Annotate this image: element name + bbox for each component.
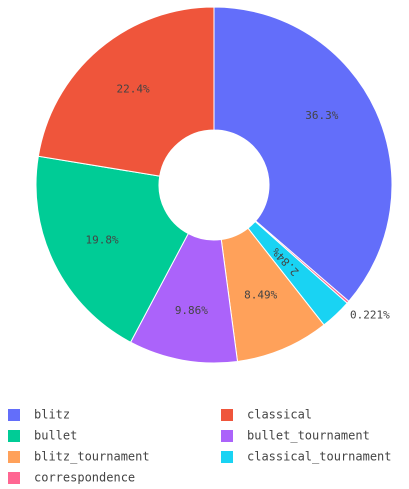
pie-slice-blitz[interactable] [213, 6, 393, 303]
slice-label-blitz-tournament: 8.49% [244, 289, 277, 302]
legend-swatch-classical [221, 409, 233, 421]
legend-item-blitz-tournament[interactable]: blitz_tournament [8, 450, 150, 464]
slice-label-bullet: 19.8% [85, 234, 118, 247]
legend-swatch-blitz [8, 409, 20, 421]
legend-label-classical-tournament: classical_tournament [247, 450, 392, 464]
legend-item-blitz[interactable]: blitz [8, 408, 70, 422]
legend-item-classical-tournament[interactable]: classical_tournament [221, 450, 392, 464]
slice-label-correspondence: 0.221% [350, 309, 390, 322]
legend-label-classical: classical [247, 408, 312, 422]
legend-item-bullet[interactable]: bullet [8, 429, 77, 443]
legend-swatch-correspondence [8, 472, 20, 484]
legend-label-correspondence: correspondence [34, 471, 135, 485]
pie-slice-classical[interactable] [37, 6, 215, 177]
slice-label-classical: 22.4% [116, 83, 149, 96]
slice-label-bullet-tournament: 9.86% [175, 304, 208, 317]
legend-swatch-classical-tournament [221, 451, 233, 463]
legend-swatch-blitz-tournament [8, 451, 20, 463]
legend-swatch-bullet [8, 430, 20, 442]
legend-item-classical[interactable]: classical [221, 408, 312, 422]
legend-label-blitz-tournament: blitz_tournament [34, 450, 150, 464]
pie-slice-bullet[interactable] [35, 155, 189, 343]
legend-swatch-bullet-tournament [221, 430, 233, 442]
legend-label-bullet: bullet [34, 429, 77, 443]
legend-item-correspondence[interactable]: correspondence [8, 471, 135, 485]
slice-label-blitz: 36.3% [305, 109, 338, 122]
legend: blitz classical bullet bullet_tournamentbli… [8, 408, 392, 485]
legend-item-bullet-tournament[interactable]: bullet_tournament [221, 429, 370, 443]
legend-label-blitz: blitz [34, 408, 70, 422]
pie-slices [35, 6, 393, 364]
legend-label-bullet-tournament: bullet_tournament [247, 429, 370, 443]
